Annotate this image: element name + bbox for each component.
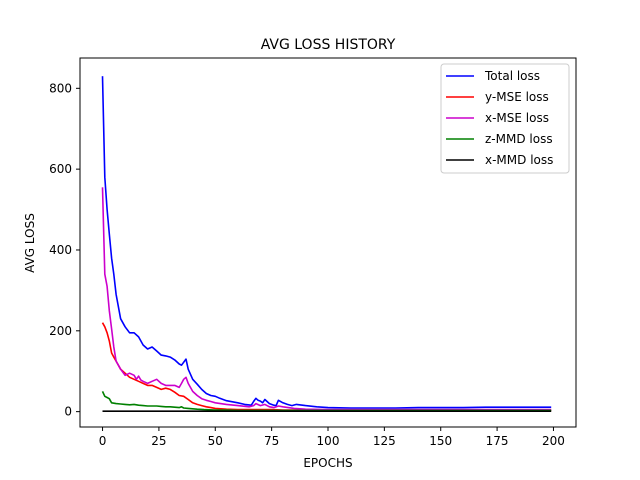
x-tick-label: 125 (373, 434, 396, 448)
y-axis: 0 200 400 600 800 (49, 81, 80, 419)
y-tick-label: 800 (49, 81, 72, 95)
y-tick-label: 0 (64, 405, 72, 419)
legend-label-z-mmd-loss: z-MMD loss (485, 132, 553, 146)
x-tick-label: 50 (208, 434, 223, 448)
x-axis-label: EPOCHS (303, 456, 352, 470)
series-line-x-mse-loss (101, 187, 552, 411)
x-tick-label: 175 (486, 434, 509, 448)
x-tick-label: 200 (542, 434, 565, 448)
x-tick-label: 100 (317, 434, 340, 448)
x-tick-label: 75 (264, 434, 279, 448)
legend-frame (440, 63, 570, 174)
x-tick-label: 150 (429, 434, 452, 448)
legend-label-y-mse-loss: y-MSE loss (485, 90, 549, 104)
series-line-z-mmd-loss (101, 391, 552, 412)
plot-area (101, 76, 552, 413)
legend-label-x-mmd-loss: x-MMD loss (485, 153, 553, 167)
x-tick-label: 25 (151, 434, 166, 448)
legend-label-x-mse-loss: x-MSE loss (485, 111, 549, 125)
legend: Total loss y-MSE loss x-MSE loss z-MMD loss… (440, 63, 570, 174)
y-tick-label: 600 (49, 162, 72, 176)
chart-title: AVG LOSS HISTORY (261, 37, 396, 53)
x-axis: 0 25 50 75 100 125 150 175 200 (99, 427, 565, 448)
y-tick-label: 200 (49, 324, 72, 338)
legend-label-total-loss: Total loss (484, 69, 540, 83)
series-line-total-loss (101, 76, 552, 409)
series-line-y-mse-loss (101, 322, 552, 412)
y-tick-label: 400 (49, 243, 72, 257)
y-axis-label: AVG LOSS (23, 213, 37, 273)
x-tick-label: 0 (99, 434, 107, 448)
